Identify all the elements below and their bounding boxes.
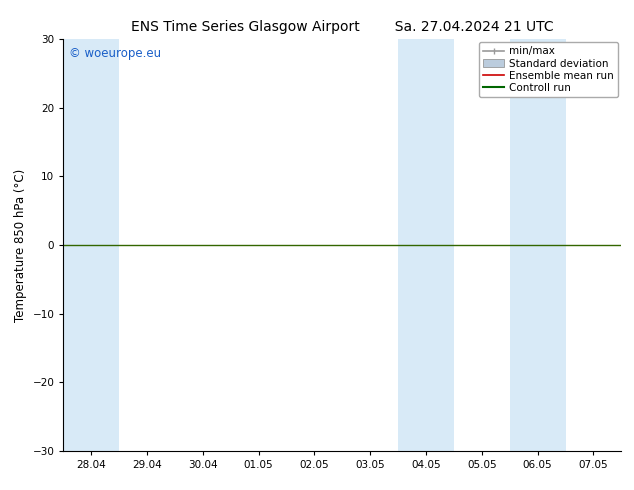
Legend: min/max, Standard deviation, Ensemble mean run, Controll run: min/max, Standard deviation, Ensemble me… <box>479 42 618 97</box>
Title: ENS Time Series Glasgow Airport        Sa. 27.04.2024 21 UTC: ENS Time Series Glasgow Airport Sa. 27.0… <box>131 20 553 34</box>
Text: © woeurope.eu: © woeurope.eu <box>69 48 161 60</box>
Bar <box>398 39 454 451</box>
Bar <box>63 39 119 451</box>
Y-axis label: Temperature 850 hPa (°C): Temperature 850 hPa (°C) <box>14 169 27 321</box>
Bar <box>510 39 566 451</box>
